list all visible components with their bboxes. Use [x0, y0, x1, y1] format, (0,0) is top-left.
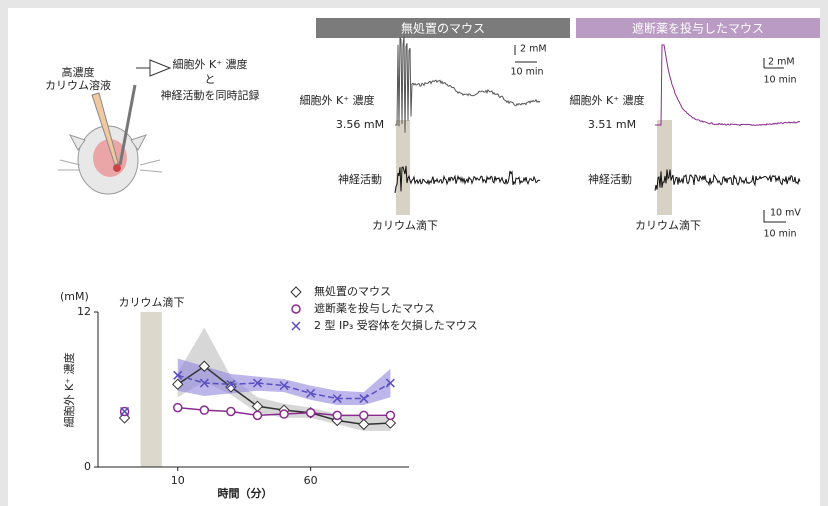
marker	[385, 378, 395, 388]
drip-label: カリウム滴下	[635, 218, 701, 232]
scale-label: 2 mM	[768, 57, 795, 68]
scale-bar	[763, 58, 784, 69]
neural-trace	[654, 169, 801, 191]
legend-label: 遮断薬を投与したマウス	[314, 301, 435, 315]
drip-band	[657, 120, 672, 215]
marker	[173, 370, 183, 380]
scale-label: 2 mM	[520, 44, 547, 55]
y-unit: (mM)	[60, 290, 89, 303]
legend-marker	[290, 286, 302, 298]
x-tick-label: 10	[171, 474, 185, 487]
marker	[226, 379, 236, 389]
y-axis-label: 細胞外 K⁺ 濃度	[62, 352, 76, 427]
scale-bar	[763, 210, 786, 223]
scale-bar	[514, 45, 537, 63]
panel-title: 無処置のマウス	[401, 21, 485, 36]
legend-item: 遮断薬を投与したマウス	[291, 301, 435, 315]
neural-trace	[394, 165, 541, 193]
marker	[384, 417, 397, 429]
marker	[306, 388, 316, 398]
marker	[252, 378, 263, 388]
neural-label: 神経活動	[338, 172, 382, 186]
marker	[358, 418, 370, 431]
error-band	[177, 358, 391, 405]
drip-label: カリウム滴下	[372, 218, 438, 232]
marker	[226, 406, 236, 417]
marker	[332, 394, 342, 404]
k-trace	[655, 44, 800, 127]
legend-item: 2 型 IP₃ 受容体を欠損したマウス	[291, 318, 478, 332]
k-label: 細胞外 K⁺ 濃度	[569, 93, 644, 107]
chart: カリウム滴下 (mM) 時間（分） 細胞外 K⁺ 濃度 0 12 10 60 無処置のマウス遮断…	[60, 284, 478, 500]
marker	[279, 381, 289, 391]
marker	[172, 402, 183, 413]
legend-label: 無処置のマウス	[314, 284, 391, 298]
k-label: 細胞外 K⁺ 濃度	[299, 93, 374, 107]
background	[8, 8, 820, 506]
neural-label: 神経活動	[588, 172, 632, 186]
drip-label: カリウム滴下	[119, 295, 185, 309]
marker	[172, 378, 184, 391]
legend-item: 無処置のマウス	[290, 284, 391, 298]
marker	[279, 409, 289, 419]
marker	[332, 410, 342, 421]
mouse-illustration	[58, 59, 172, 195]
illus-label: と	[205, 73, 216, 86]
marker	[359, 394, 369, 404]
illus-label: 神経活動を同時記録	[161, 88, 260, 102]
panel-title: 遮断薬を投与したマウス	[632, 21, 764, 36]
panel-header	[576, 18, 820, 38]
illus-label: カリウム溶液	[45, 78, 111, 92]
y-tick-label: 0	[84, 460, 91, 473]
panel-header	[316, 18, 570, 38]
x-axis-label: 時間（分）	[218, 486, 273, 500]
k-trace	[395, 36, 541, 133]
legend-marker	[291, 321, 301, 331]
baseline-label: 3.51 mM	[588, 118, 636, 131]
marker	[199, 405, 210, 415]
illus-label: 細胞外 K⁺ 濃度	[172, 57, 247, 71]
marker	[305, 408, 316, 418]
scale-label: 10 min	[763, 75, 796, 86]
marker	[120, 406, 130, 416]
series-line	[177, 374, 391, 400]
legend-label: 2 型 IP₃ 受容体を欠損したマウス	[314, 318, 478, 332]
marker	[252, 410, 263, 421]
y-tick-label: 12	[77, 305, 91, 318]
drip-shade	[140, 312, 162, 467]
marker	[385, 410, 396, 421]
marker	[198, 360, 211, 372]
scale-label: 10 mV	[770, 208, 801, 219]
x-tick-label: 60	[304, 474, 318, 487]
scale-label: 10 min	[510, 67, 543, 78]
scale-label: 10 min	[763, 229, 796, 240]
legend-marker	[291, 304, 301, 314]
baseline-label: 3.56 mM	[336, 118, 384, 131]
marker	[199, 378, 209, 388]
illus-label: 高濃度	[62, 65, 95, 79]
marker	[359, 410, 369, 421]
